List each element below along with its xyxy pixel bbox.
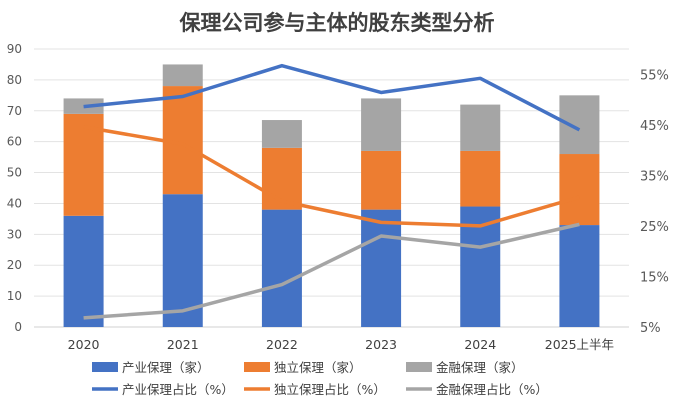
y-right-tick-label: 5%	[640, 321, 661, 336]
y-left-tick-label: 30	[7, 227, 22, 241]
y-right-tick-label: 25%	[640, 220, 669, 235]
chart-title: 保理公司参与主体的股东类型分析	[179, 11, 495, 35]
x-tick-label: 2023	[365, 337, 397, 352]
line-independent-ratio	[83, 125, 580, 228]
legend-label: 金融保理（家）	[436, 360, 524, 375]
legend-swatch-bar	[244, 362, 270, 372]
legend-label: 产业保理（家）	[122, 360, 210, 375]
y-left-tick-label: 60	[7, 135, 22, 149]
y-left-tick-label: 50	[7, 166, 22, 180]
x-tick-label: 2024	[464, 337, 496, 352]
x-tick-label: 2025上半年	[545, 337, 614, 352]
x-tick-label: 2022	[266, 337, 298, 352]
y-right-tick-label: 15%	[640, 270, 669, 285]
x-tick-label: 2021	[167, 337, 199, 352]
bar-independent	[361, 150, 402, 210]
bar-industrial	[261, 209, 302, 327]
legend-swatch-bar	[92, 362, 118, 372]
x-tick-label: 2020	[68, 337, 100, 352]
bar-industrial	[361, 209, 402, 327]
bar-industrial	[63, 215, 104, 327]
line-financial-ratio	[83, 222, 580, 320]
bar-independent	[460, 150, 501, 207]
bar-financial	[162, 64, 203, 87]
y-left-tick-label: 20	[7, 258, 22, 272]
y-left-tick-label: 10	[7, 289, 22, 303]
y-left-tick-label: 90	[7, 42, 22, 56]
y-right-tick-label: 55%	[640, 68, 669, 83]
legend-label: 金融保理占比（%）	[436, 382, 548, 397]
legend-label: 产业保理占比（%）	[122, 382, 234, 397]
bar-financial	[261, 120, 302, 148]
legend-label: 独立保理占比（%）	[274, 382, 386, 397]
y-left-tick-label: 0	[14, 320, 22, 334]
y-left-tick-label: 40	[7, 196, 22, 210]
y-left-tick-label: 80	[7, 73, 22, 87]
legend-label: 独立保理（家）	[274, 360, 362, 375]
bar-industrial	[559, 225, 600, 327]
y-right-tick-label: 35%	[640, 169, 669, 184]
bar-financial	[559, 95, 600, 155]
y-right-tick-label: 45%	[640, 119, 669, 134]
line-industrial-ratio	[83, 63, 581, 132]
bar-financial	[361, 98, 402, 151]
bar-independent	[559, 154, 600, 226]
bar-financial	[460, 104, 501, 151]
bar-industrial	[162, 194, 203, 327]
y-left-tick-label: 70	[7, 104, 22, 118]
legend-swatch-bar	[406, 362, 432, 372]
